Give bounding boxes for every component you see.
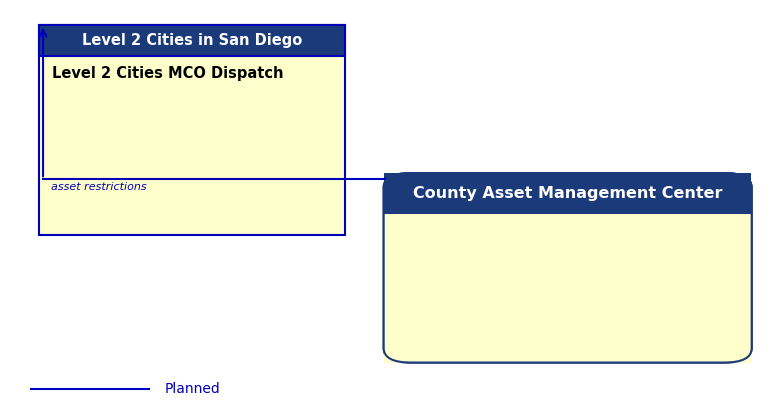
FancyBboxPatch shape (384, 173, 752, 214)
FancyBboxPatch shape (384, 194, 751, 214)
FancyBboxPatch shape (39, 25, 345, 56)
FancyBboxPatch shape (384, 173, 751, 214)
FancyBboxPatch shape (384, 173, 752, 214)
FancyBboxPatch shape (384, 194, 751, 214)
Text: Level 2 Cities in San Diego: Level 2 Cities in San Diego (81, 33, 302, 48)
FancyBboxPatch shape (384, 173, 751, 214)
Text: County Asset Management Center: County Asset Management Center (413, 186, 723, 201)
Bar (384, 214, 752, 363)
Text: Planned: Planned (164, 382, 220, 396)
FancyBboxPatch shape (384, 173, 752, 363)
Text: Level 2 Cities MCO Dispatch: Level 2 Cities MCO Dispatch (52, 66, 283, 81)
FancyBboxPatch shape (384, 214, 752, 363)
FancyBboxPatch shape (384, 214, 752, 363)
Bar (384, 198, 752, 214)
FancyBboxPatch shape (39, 25, 345, 235)
Text: asset restrictions: asset restrictions (51, 183, 146, 192)
FancyBboxPatch shape (384, 173, 752, 214)
